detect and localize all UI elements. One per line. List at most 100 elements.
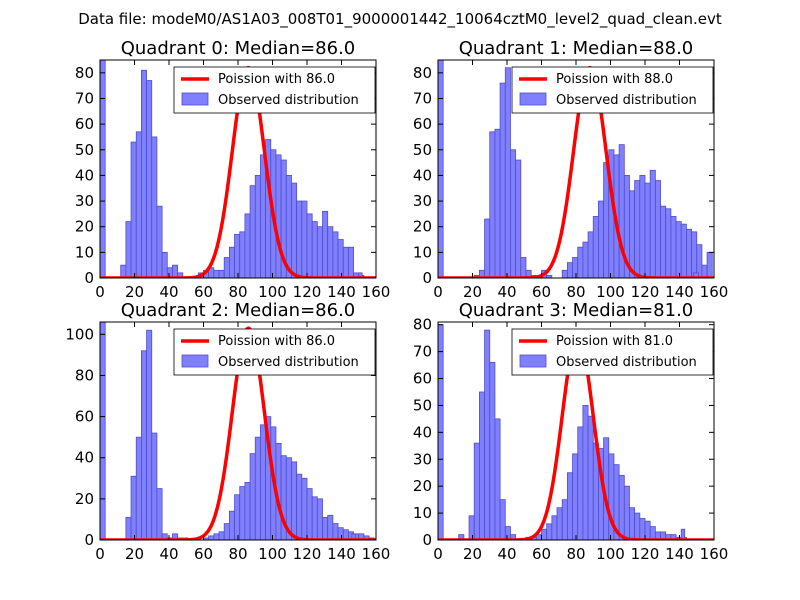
y-tick-label: 80 bbox=[413, 316, 432, 334]
histogram-bar bbox=[665, 208, 672, 278]
x-tick-label: 0 bbox=[433, 283, 443, 301]
legend-observed-label: Observed distribution bbox=[556, 93, 697, 108]
legend: Poission with 86.0 Observed distribution bbox=[173, 328, 376, 376]
histogram-bar bbox=[254, 175, 261, 278]
histogram-bar bbox=[100, 322, 106, 540]
histogram-bar bbox=[342, 246, 349, 278]
y-tick-label: 40 bbox=[75, 166, 94, 184]
legend-bar-swatch bbox=[519, 354, 547, 368]
legend-bar-swatch bbox=[181, 354, 209, 368]
histogram-bar bbox=[577, 246, 584, 278]
histogram-bar bbox=[316, 226, 323, 278]
histogram-bar bbox=[504, 526, 511, 540]
x-tick-label: 140 bbox=[665, 545, 694, 563]
y-tick-label: 0 bbox=[84, 531, 94, 549]
y-tick-label: 10 bbox=[413, 504, 432, 522]
legend-bar-swatch bbox=[519, 92, 547, 106]
x-tick-label: 80 bbox=[566, 545, 585, 563]
histogram-bar bbox=[629, 507, 636, 540]
histogram-bar bbox=[551, 515, 558, 540]
histogram-bar bbox=[587, 415, 594, 540]
y-tick-label: 80 bbox=[75, 64, 94, 82]
quadrant-2-panel: 0 20 40 60 80 100 120 140 160 0 20 40 60 80 100 Quadran… bbox=[65, 300, 390, 563]
histogram-bar bbox=[660, 205, 667, 278]
x-tick-label: 120 bbox=[631, 545, 660, 563]
histogram-bar bbox=[680, 223, 687, 278]
histogram-bar bbox=[254, 436, 261, 540]
histogram-bar bbox=[510, 534, 517, 540]
histogram-bar bbox=[438, 60, 444, 278]
y-tick-label: 80 bbox=[75, 366, 94, 384]
x-tick-label: 60 bbox=[532, 545, 551, 563]
legend-poisson-label: Poission with 86.0 bbox=[218, 334, 335, 349]
histogram-bar bbox=[337, 239, 344, 278]
x-tick-label: 120 bbox=[293, 283, 322, 301]
x-tick-label: 140 bbox=[665, 283, 694, 301]
y-tick-label: 100 bbox=[65, 325, 94, 343]
y-tick-label: 40 bbox=[75, 449, 94, 467]
histogram-bar bbox=[306, 488, 313, 540]
histogram-bar bbox=[228, 510, 235, 540]
histogram-bar bbox=[587, 231, 594, 278]
histogram-bar bbox=[598, 200, 604, 278]
legend-observed-label: Observed distribution bbox=[556, 355, 697, 370]
histogram-bar bbox=[582, 241, 589, 278]
quadrant-title: Quadrant 2: Median=86.0 bbox=[121, 300, 356, 321]
histogram-bar bbox=[639, 518, 646, 540]
histogram-bar bbox=[484, 329, 491, 540]
histogram-bar bbox=[218, 269, 225, 278]
x-tick-label: 80 bbox=[228, 545, 247, 563]
y-tick-label: 20 bbox=[413, 218, 432, 236]
x-tick-label: 100 bbox=[596, 283, 625, 301]
histogram-bar bbox=[468, 515, 475, 540]
y-tick-label: 40 bbox=[413, 166, 432, 184]
histogram-bar bbox=[592, 216, 599, 278]
x-tick-label: 140 bbox=[327, 283, 356, 301]
y-tick-label: 0 bbox=[422, 531, 432, 549]
histogram-bar bbox=[140, 350, 147, 540]
histogram-bar bbox=[566, 262, 573, 278]
histogram-bar bbox=[249, 185, 256, 278]
histogram-bar bbox=[634, 180, 641, 278]
y-tick-label: 70 bbox=[413, 343, 432, 361]
histogram-bar bbox=[489, 361, 496, 540]
histogram-bar bbox=[161, 251, 168, 278]
histogram-bar bbox=[311, 221, 318, 278]
legend-bar-swatch bbox=[181, 92, 209, 106]
x-tick-label: 60 bbox=[532, 283, 551, 301]
x-tick-label: 60 bbox=[194, 283, 213, 301]
y-tick-label: 50 bbox=[75, 141, 94, 159]
histogram-bar bbox=[494, 418, 501, 540]
histogram-bar bbox=[332, 231, 339, 278]
histogram-bar bbox=[556, 507, 563, 540]
histogram-bar bbox=[504, 67, 511, 278]
y-tick-label: 30 bbox=[413, 192, 432, 210]
histogram-bar bbox=[675, 221, 682, 278]
histogram-bar bbox=[260, 424, 266, 540]
x-tick-label: 20 bbox=[463, 283, 482, 301]
histogram-bar bbox=[670, 216, 677, 278]
legend-poisson-label: Poission with 86.0 bbox=[218, 72, 335, 87]
poisson-curve bbox=[438, 65, 714, 278]
x-tick-label: 20 bbox=[125, 283, 144, 301]
histogram-bar bbox=[140, 69, 147, 278]
histogram-bar bbox=[322, 516, 329, 540]
histogram-bar bbox=[629, 190, 636, 278]
histogram-bar bbox=[135, 436, 142, 540]
histogram-bar bbox=[285, 175, 292, 278]
x-tick-label: 0 bbox=[95, 283, 105, 301]
histogram-bar bbox=[706, 251, 713, 278]
x-tick-label: 160 bbox=[362, 283, 391, 301]
histogram-bar bbox=[582, 405, 589, 540]
x-tick-label: 0 bbox=[95, 545, 105, 563]
histogram-bar bbox=[332, 523, 339, 540]
x-tick-label: 100 bbox=[596, 545, 625, 563]
histogram-bar bbox=[499, 82, 506, 278]
x-tick-label: 160 bbox=[700, 283, 729, 301]
histogram-bar bbox=[301, 200, 308, 278]
x-tick-label: 0 bbox=[433, 545, 443, 563]
y-tick-label: 20 bbox=[413, 477, 432, 495]
histogram-bar bbox=[566, 472, 573, 540]
histogram-bar bbox=[644, 520, 651, 540]
histogram-bar bbox=[146, 80, 153, 278]
